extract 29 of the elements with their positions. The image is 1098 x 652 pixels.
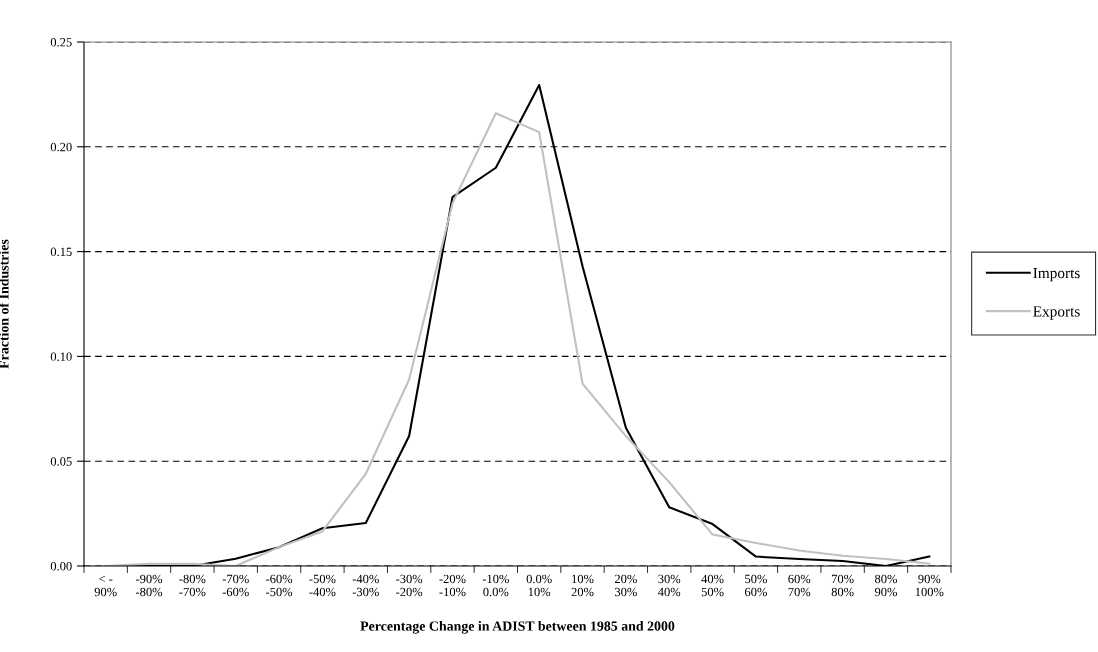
x-tick-label: -30% -20% xyxy=(396,574,423,597)
legend-label: Exports xyxy=(1033,306,1080,320)
x-tick-label: -20% -10% xyxy=(439,574,466,597)
y-tick-label: 0.15 xyxy=(50,247,72,257)
x-tick-label: < - 90% xyxy=(94,575,117,597)
x-tick-label: -60% -50% xyxy=(266,574,293,597)
x-tick-label: 90% 100% xyxy=(915,574,944,597)
x-tick-label: 60% 70% xyxy=(788,574,811,597)
x-tick-label: -50% -40% xyxy=(309,574,336,597)
x-tick-label: 30% 40% xyxy=(658,574,681,597)
x-tick-label: 20% 30% xyxy=(614,574,637,597)
x-axis-title: Percentage Change in ADIST between 1985 and 2000 xyxy=(360,620,675,634)
x-tick-label: 10% 20% xyxy=(571,574,594,597)
x-tick-label: -40% -30% xyxy=(352,574,379,597)
x-tick-label: -90% -80% xyxy=(135,574,163,597)
x-tick-label: 0.0% 10% xyxy=(526,574,552,597)
y-tick-label: 0.10 xyxy=(50,352,72,361)
y-tick-label: 0.20 xyxy=(50,142,72,152)
y-tick-label: 0.25 xyxy=(50,38,72,47)
x-tick-label: -80% -70% xyxy=(179,574,206,597)
legend-label: Imports xyxy=(1033,268,1080,282)
x-tick-label: 50% 60% xyxy=(745,574,767,597)
y-tick-label: 0.05 xyxy=(50,457,72,466)
y-tick-label: 0.00 xyxy=(50,562,72,571)
x-tick-label: -10% 0.0% xyxy=(482,574,509,597)
x-tick-label: 70% 80% xyxy=(831,574,854,597)
x-tick-label: 40% 50% xyxy=(701,574,724,597)
x-tick-label: -70% -60% xyxy=(222,574,249,597)
x-tick-label: 80% 90% xyxy=(874,574,898,597)
